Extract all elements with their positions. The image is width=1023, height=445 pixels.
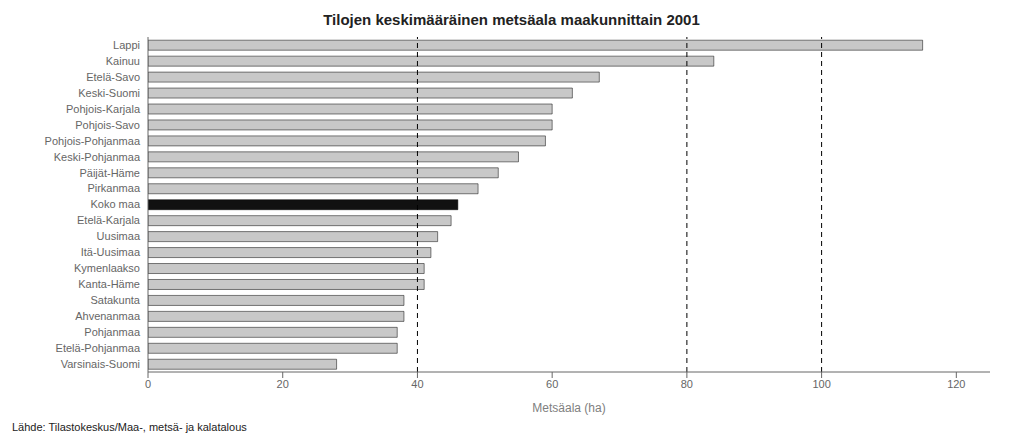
svg-text:Lappi: Lappi [113,39,140,51]
svg-text:Keski-Pohjanmaa: Keski-Pohjanmaa [54,151,141,163]
html-text:Tilojen keskimääräinen metsäal: Tilojen keskimääräinen metsäala maakunni… [323,11,700,28]
svg-text:Varsinais-Suomi: Varsinais-Suomi [61,358,140,370]
svg-text:Kanta-Häme: Kanta-Häme [78,278,140,290]
svg-text:Päijät-Häme: Päijät-Häme [79,167,140,179]
svg-text:80: 80 [681,378,693,390]
svg-text:Kymenlaakso: Kymenlaakso [74,262,140,274]
svg-text:40: 40 [411,378,423,390]
svg-text:100: 100 [812,378,830,390]
svg-text:120: 120 [947,378,965,390]
svg-text:20: 20 [277,378,289,390]
svg-text:Pohjois-Savo: Pohjois-Savo [75,119,140,131]
svg-text:Metsäala (ha): Metsäala (ha) [532,401,605,415]
svg-text:Ahvenanmaa: Ahvenanmaa [75,310,141,322]
svg-text:Pohjanmaa: Pohjanmaa [84,326,141,338]
svg-text:Pirkanmaa: Pirkanmaa [87,182,140,194]
svg-text:Uusimaa: Uusimaa [97,230,141,242]
svg-text:60: 60 [546,378,558,390]
svg-text:Pohjois-Pohjanmaa: Pohjois-Pohjanmaa [45,135,141,147]
svg-text:Kainuu: Kainuu [106,55,140,67]
svg-text:Keski-Suomi: Keski-Suomi [78,87,140,99]
svg-text:Pohjois-Karjala: Pohjois-Karjala [66,103,141,115]
svg-text:Etelä-Savo: Etelä-Savo [86,71,140,83]
svg-text:Satakunta: Satakunta [90,294,140,306]
svg-text:Itä-Uusimaa: Itä-Uusimaa [81,246,141,258]
svg-text:Etelä-Karjala: Etelä-Karjala [77,214,141,226]
svg-text:0: 0 [145,378,151,390]
svg-text:Etelä-Pohjanmaa: Etelä-Pohjanmaa [56,342,141,354]
html-text:Lähde: Tilastokeskus/Maa-, met: Lähde: Tilastokeskus/Maa-, metsä- ja kal… [12,421,247,433]
svg-text:Koko maa: Koko maa [90,198,140,210]
